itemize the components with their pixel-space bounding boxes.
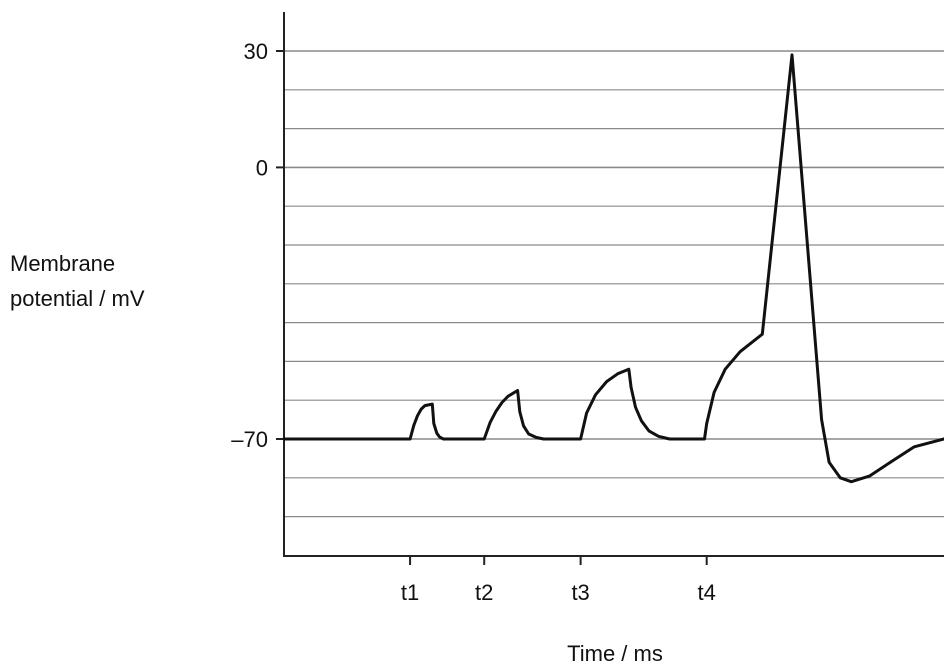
- x-tick-label: t2: [475, 580, 493, 605]
- grid-lines: [284, 50, 944, 518]
- y-axis-label-line-1: Membrane: [10, 251, 115, 276]
- x-tick-label: t4: [698, 580, 716, 605]
- y-ticks: 30 0 –70: [231, 39, 284, 452]
- x-ticks: t1 t2 t3 t4: [401, 556, 716, 605]
- y-tick-label: 30: [244, 39, 268, 64]
- y-tick-label: –70: [231, 427, 268, 452]
- x-tick-label: t3: [571, 580, 589, 605]
- x-axis-label: Time / ms: [567, 641, 663, 666]
- membrane-potential-line: [282, 53, 944, 484]
- x-tick-label: t1: [401, 580, 419, 605]
- y-axis-label-line-2: potential / mV: [10, 286, 145, 311]
- y-tick-label: 0: [256, 155, 268, 180]
